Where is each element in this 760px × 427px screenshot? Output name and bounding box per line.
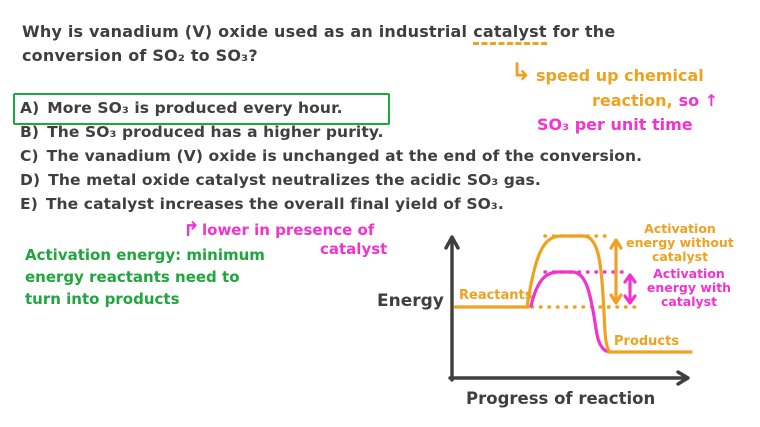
y-axis-arrowhead (444, 235, 460, 250)
ea-with-catalyst-label: Activation energy with catalyst (634, 267, 744, 309)
curve-with-catalyst (529, 270, 608, 353)
question-text-before: Why is vanadium (V) oxide used as an ind… (22, 22, 468, 41)
x-axis-arrowhead (676, 370, 690, 386)
choice-a: A) More SO₃ is produced every hour. (20, 99, 343, 117)
ea-without-arrow (609, 238, 623, 305)
speed-note-line-3: SO₃ per unit time (537, 115, 693, 134)
branch-arrow-icon: ↳ (511, 58, 532, 86)
definition-line-1: Activation energy: minimum (25, 246, 265, 264)
y-axis (444, 235, 460, 382)
choice-c: C) The vanadium (V) oxide is unchanged at… (20, 147, 642, 165)
speed-note-line-2-pink: so ↑ (678, 91, 719, 110)
catalyst-underlined-word: catalyst (473, 22, 547, 45)
choice-a-text: More SO₃ is produced every hour. (47, 99, 343, 117)
y-axis-label: Energy (377, 291, 444, 311)
choice-b-text: The SO₃ produced has a higher purity. (47, 123, 384, 141)
ea-with-line-2: energy with (646, 280, 732, 295)
branch-up-arrow-icon: ↱ (183, 217, 200, 241)
ea-without-line-1: Activation (644, 221, 716, 236)
definition-line-3: turn into products (25, 290, 180, 308)
choice-c-text: The vanadium (V) oxide is unchanged at t… (46, 147, 643, 165)
lower-note-line-1: lower in presence of (202, 221, 375, 239)
reactants-label: Reactants (459, 288, 533, 303)
correct-answer-box (13, 93, 390, 125)
choice-b: B) The SO₃ produced has a higher purity. (20, 123, 384, 141)
choice-e-text: The catalyst increases the overall final… (45, 195, 504, 213)
x-axis (448, 370, 690, 386)
choice-d-label: D) (20, 171, 41, 189)
choice-b-label: B) (20, 123, 40, 141)
ea-without-line-2: energy without (626, 235, 734, 250)
speed-note-line-2-orange: reaction, (592, 91, 673, 110)
ea-with-line-3: catalyst (660, 294, 718, 309)
activation-energy-definition: Activation energy: minimum energy reacta… (25, 244, 265, 310)
ea-without-line-3: catalyst (651, 249, 709, 264)
speed-note-line-2: reaction, so ↑ (592, 91, 718, 110)
question-text-after: for the (552, 22, 616, 41)
ea-without-catalyst-label: Activation energy without catalyst (620, 222, 740, 264)
ea-with-line-1: Activation (653, 266, 725, 281)
lower-note-line-2: catalyst (320, 240, 388, 258)
x-axis-label: Progress of reaction (466, 389, 656, 408)
speed-note-line-1: speed up chemical (536, 66, 704, 85)
products-label: Products (614, 334, 680, 349)
choice-e: E) The catalyst increases the overall fin… (20, 195, 504, 213)
choice-e-label: E) (20, 195, 38, 213)
choice-d-text: The metal oxide catalyst neutralizes the… (48, 171, 541, 189)
question-line-2: conversion of SO₂ to SO₃? (22, 46, 258, 65)
ea-with-arrow (623, 273, 637, 305)
question-line-1: Why is vanadium (V) oxide used as an ind… (22, 22, 616, 45)
choice-c-label: C) (20, 147, 39, 165)
choice-d: D) The metal oxide catalyst neutralizes t… (20, 171, 541, 189)
definition-line-2: energy reactants need to (25, 268, 240, 286)
curve-without-catalyst (525, 234, 611, 353)
choice-a-label: A) (20, 99, 40, 117)
